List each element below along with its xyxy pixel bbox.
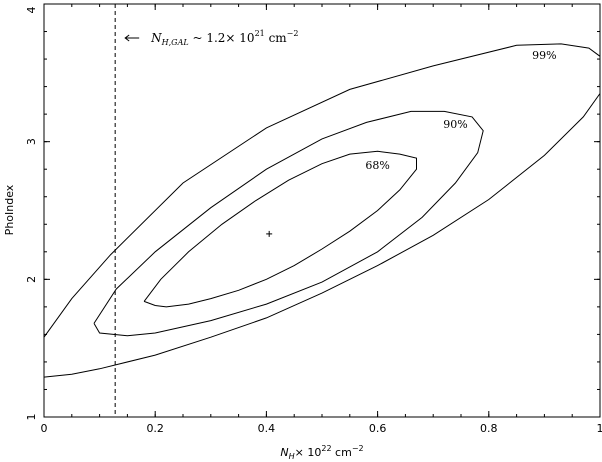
contour-99pct (43, 43, 601, 378)
galactic-nh-annotation: NH,GAL ~ 1.2× 1021 cm−2 (150, 29, 298, 47)
contour-labels: 68% 90% 99% (365, 49, 556, 172)
y-tick-label-0: 1 (25, 414, 38, 421)
x-tick-label-3: 0.6 (369, 422, 387, 435)
annotation-unit: cm (265, 31, 288, 45)
plot-frame (43, 3, 601, 418)
x-title-exponent: 22 (321, 444, 331, 453)
annotation-unit-exponent: −2 (287, 29, 299, 38)
axis-ticks (43, 3, 601, 418)
x-title-n: N (280, 446, 288, 459)
annotation-exponent: 21 (255, 29, 265, 38)
contour-label-90pct: 90% (443, 118, 467, 131)
x-tick-label-4: 0.8 (480, 422, 498, 435)
x-tick-label-0: 0 (41, 422, 48, 435)
x-title-subscript: H (289, 452, 295, 461)
x-tick-label-5: 1 (597, 422, 602, 435)
y-axis-title: PhoIndex (3, 184, 16, 235)
y-tick-label-1: 2 (25, 276, 38, 283)
arrow-head (124, 34, 130, 42)
galactic-nh-arrow (124, 34, 140, 42)
annotation-value: ~ 1.2× 10 (189, 31, 255, 45)
confidence-contours (43, 43, 601, 378)
annotation-n: N (150, 31, 162, 45)
tick-labels: 0 0.2 0.4 0.6 0.8 1 1 2 3 4 (25, 7, 602, 436)
x-tick-label-1: 0.2 (146, 422, 164, 435)
x-title-unit-exponent: −2 (352, 444, 364, 453)
contour-label-99pct: 99% (532, 49, 556, 62)
contour-label-68pct: 68% (365, 159, 389, 172)
x-title-factor: × 10 (295, 446, 322, 459)
contour-68pct (143, 150, 417, 308)
y-tick-label-3: 4 (25, 7, 38, 14)
annotation-subscript: H,GAL (161, 38, 189, 47)
best-fit-marker (266, 230, 273, 237)
contour-90pct (93, 110, 484, 337)
y-tick-label-2: 3 (25, 138, 38, 145)
x-tick-label-2: 0.4 (258, 422, 276, 435)
x-axis-title: NH× 1022 cm−2 (280, 444, 363, 461)
x-title-unit: cm (332, 446, 352, 459)
